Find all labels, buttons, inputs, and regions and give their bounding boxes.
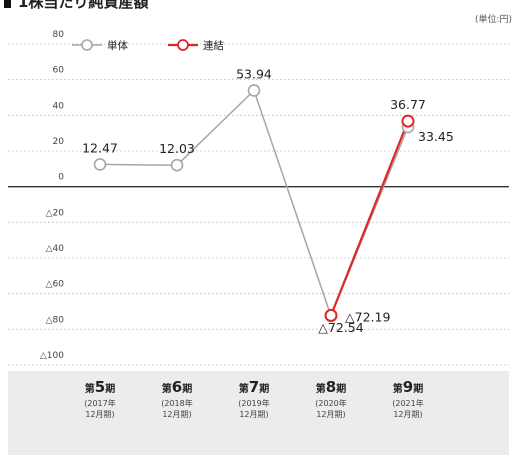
- category-band: [8, 371, 509, 455]
- y-tick-label: △20: [46, 208, 65, 218]
- data-label-s1-4: 36.77: [390, 97, 426, 112]
- y-tick-label: △60: [46, 280, 65, 290]
- category-close: 12月期): [85, 410, 114, 419]
- legend-label-tanntai: 単体: [107, 39, 128, 52]
- y-tick-label: 80: [53, 30, 65, 40]
- legend-marker-tanntai: [81, 39, 93, 51]
- category-close: 12月期): [316, 410, 345, 419]
- data-label-s0-1: 12.03: [159, 141, 195, 156]
- y-tick-label: △100: [40, 351, 64, 361]
- data-point-s0-0: [93, 158, 107, 171]
- title-marker: [4, 0, 11, 8]
- legend-label-renketsu: 連結: [203, 39, 224, 52]
- data-point-s0-2: [247, 84, 261, 97]
- category-label: 第5期: [85, 378, 115, 396]
- category-year: (2017年: [84, 398, 115, 408]
- data-label-s1-3: △72.19: [345, 309, 390, 324]
- y-tick-label: 0: [58, 173, 64, 183]
- data-label-s0-4: 33.45: [418, 129, 454, 144]
- y-tick-label: △80: [46, 315, 65, 325]
- category-close: 12月期): [239, 410, 268, 419]
- category-label: 第8期: [316, 378, 346, 396]
- category-year: (2018年: [161, 398, 192, 408]
- category-label: 第9期: [393, 378, 423, 396]
- category-close: 12月期): [393, 410, 422, 419]
- legend-marker-renketsu: [177, 39, 189, 51]
- data-label-s0-3: △72.54: [318, 320, 363, 335]
- data-point-s1-4: [401, 114, 415, 128]
- y-tick-label: △40: [46, 244, 65, 254]
- category-label: 第7期: [239, 378, 269, 396]
- y-tick-label: 40: [53, 101, 65, 111]
- category-label: 第6期: [162, 378, 192, 396]
- data-label-s0-2: 53.94: [236, 66, 272, 81]
- y-tick-label: 20: [53, 137, 65, 147]
- data-point-s1-3: [324, 308, 338, 322]
- y-tick-label: 60: [53, 66, 65, 76]
- category-year: (2019年: [238, 398, 269, 408]
- category-close: 12月期): [162, 410, 191, 419]
- unit-label: (単位:円): [475, 13, 512, 25]
- category-year: (2021年: [392, 398, 423, 408]
- data-label-s0-0: 12.47: [82, 140, 118, 155]
- category-year: (2020年: [315, 398, 346, 408]
- chart-title: 1株当たり純資産額: [18, 0, 148, 11]
- series-line-0: [99, 89, 409, 319]
- data-point-s0-1: [170, 158, 184, 172]
- series-line-1: [329, 120, 410, 316]
